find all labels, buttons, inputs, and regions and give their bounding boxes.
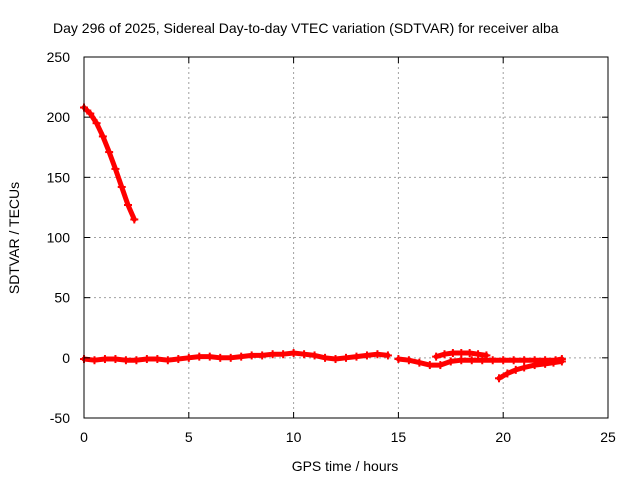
data-point [509, 356, 518, 365]
data-point [457, 356, 466, 365]
data-point [98, 132, 107, 141]
data-point [503, 369, 512, 378]
data-point [258, 351, 267, 360]
data-point [90, 356, 99, 365]
data-point [289, 349, 298, 358]
data-point [132, 356, 141, 365]
data-point [440, 350, 449, 359]
data-point [342, 353, 350, 362]
data-point [482, 351, 491, 360]
data-point [549, 358, 558, 367]
data-point [237, 352, 246, 361]
data-point [446, 357, 455, 366]
data-point [495, 374, 504, 383]
series-5 [495, 357, 566, 383]
data-point [394, 355, 403, 364]
data-series [80, 103, 566, 383]
x-axis-title: GPS time / hours [292, 458, 399, 474]
data-point [474, 350, 483, 359]
data-point [478, 356, 487, 365]
y-tick-label: 50 [54, 290, 70, 306]
y-tick-label: 150 [47, 169, 71, 185]
y-tick-label: 200 [47, 109, 71, 125]
data-point [511, 365, 520, 374]
data-point [404, 356, 413, 365]
data-point [321, 353, 330, 362]
x-tick-label: 10 [286, 429, 302, 445]
data-point [448, 349, 457, 358]
data-point [124, 201, 133, 210]
data-point [142, 355, 151, 364]
data-point [226, 353, 235, 362]
data-point [92, 119, 101, 128]
data-point [268, 350, 277, 359]
axis-ticks: 0 5 10 15 20 25 -50 0 50 100 150 200 250 [47, 49, 616, 445]
data-point [457, 349, 466, 358]
data-point [530, 361, 539, 370]
data-point [362, 351, 371, 360]
data-point [195, 352, 204, 361]
x-tick-label: 5 [185, 429, 193, 445]
data-point [105, 148, 114, 157]
x-tick-label: 20 [495, 429, 511, 445]
series-2 [80, 349, 392, 365]
data-point [520, 363, 529, 372]
series-4 [432, 349, 491, 361]
data-point [279, 350, 288, 359]
x-tick-label: 15 [391, 429, 407, 445]
y-axis-title: SDTVAR / TECUs [6, 182, 22, 294]
y-tick-label: 250 [47, 49, 71, 65]
chart-title: Day 296 of 2025, Sidereal Day-to-day VTE… [53, 20, 559, 36]
data-point [216, 353, 225, 362]
x-tick-label: 25 [600, 429, 616, 445]
y-tick-label: 100 [47, 230, 71, 246]
data-point [373, 350, 382, 359]
y-tick-label: 0 [62, 350, 70, 366]
data-point [300, 350, 309, 359]
data-point [520, 356, 529, 365]
data-point [163, 356, 172, 365]
x-tick-label: 0 [80, 429, 88, 445]
data-point [184, 353, 193, 362]
data-point [86, 109, 95, 118]
y-tick-label: -50 [50, 410, 70, 426]
data-point [499, 356, 508, 365]
data-point [383, 351, 392, 360]
data-point [153, 355, 162, 364]
data-point [415, 358, 424, 367]
data-point [331, 355, 340, 364]
series-1 [80, 103, 139, 224]
data-point [117, 182, 126, 191]
data-point [130, 215, 139, 224]
data-point [111, 164, 120, 173]
data-point [100, 355, 109, 364]
data-point [436, 361, 445, 370]
data-point [541, 359, 550, 368]
data-point [111, 355, 120, 364]
data-point [205, 352, 214, 361]
data-point [352, 352, 361, 361]
data-point [121, 356, 130, 365]
data-point [310, 351, 319, 360]
data-point [425, 361, 434, 370]
data-point [432, 352, 441, 361]
data-point [467, 356, 476, 365]
data-point [557, 357, 566, 366]
data-point [465, 349, 474, 358]
data-point [488, 356, 497, 365]
data-point [174, 355, 183, 364]
data-point [247, 351, 256, 360]
